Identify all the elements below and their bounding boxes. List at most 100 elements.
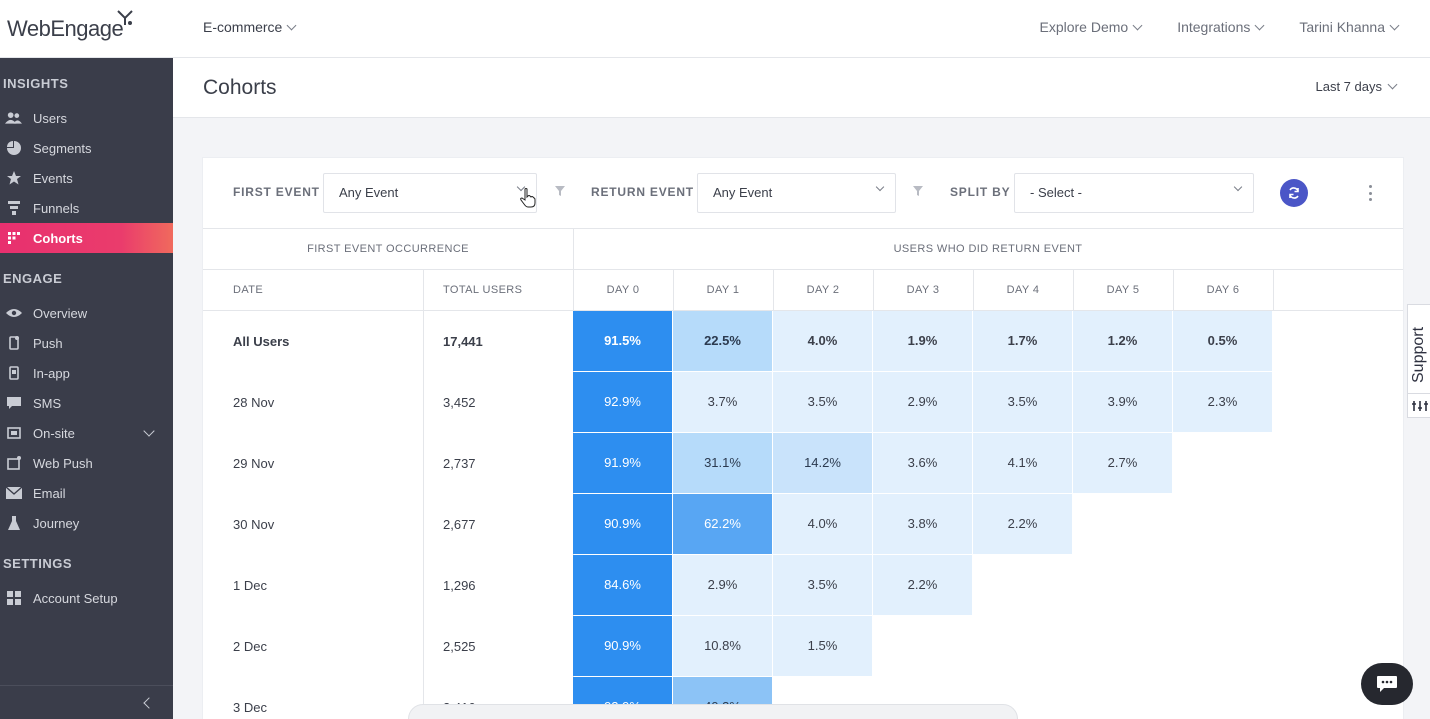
refresh-icon (1289, 187, 1299, 199)
sidebar-item-journey[interactable]: Journey (0, 508, 173, 538)
chevron-down-icon[interactable] (143, 425, 155, 437)
chevron-down-icon (1389, 20, 1400, 30)
table-row: 28 Nov 3,452 92.9% 3.7% 3.5% 2.9% 3.5% 3.9% 2.3% (203, 372, 1403, 433)
retention-cell-day-3[interactable]: 1.9% (873, 311, 972, 371)
retention-cell-day-1[interactable]: 10.8% (673, 616, 772, 676)
group-return-event: USERS WHO DID RETURN EVENT (893, 243, 1083, 255)
retention-cell-day-4[interactable]: 2.2% (973, 494, 1072, 554)
retention-cell-day-4[interactable]: 4.1% (973, 433, 1072, 493)
pie-icon (5, 141, 22, 155)
retention-cell-day-5[interactable]: 3.9% (1073, 372, 1172, 432)
sidebar-item-push[interactable]: Push (0, 328, 173, 358)
more-options-icon[interactable] (1369, 185, 1373, 201)
webengage-logo[interactable]: WebEngage (7, 10, 133, 42)
project-selector[interactable]: E-commerce (203, 19, 297, 35)
col-day-1: DAY 1 (706, 284, 740, 296)
filter-icon[interactable] (555, 186, 565, 196)
chat-button[interactable] (1361, 663, 1413, 705)
retention-cell-day-4[interactable]: 1.7% (973, 311, 1072, 371)
cohort-total-users: 17,441 (443, 334, 483, 349)
retention-cell-day-2[interactable]: 1.5% (773, 616, 872, 676)
sidebar-item-users[interactable]: Users (0, 103, 173, 133)
retention-cell-day-3[interactable]: 3.6% (873, 433, 972, 493)
support-tab[interactable]: Support (1407, 304, 1430, 418)
retention-cell-day-2[interactable]: 14.2% (773, 433, 872, 493)
funnel-icon (5, 201, 22, 215)
sidebar: INSIGHTS Users Segments Events Funnels C… (0, 58, 173, 719)
project-name: E-commerce (203, 19, 283, 35)
section-insights: INSIGHTS (3, 76, 69, 91)
retention-cell-day-0[interactable]: 90.9% (573, 616, 672, 676)
filter-icon[interactable] (913, 186, 923, 196)
refresh-button[interactable] (1280, 179, 1308, 207)
collapse-sidebar-icon[interactable] (143, 697, 155, 709)
sidebar-item-on-site[interactable]: On-site (0, 418, 173, 448)
integrations-menu[interactable]: Integrations (1177, 19, 1265, 35)
retention-cell-day-1[interactable]: 31.1% (673, 433, 772, 493)
user-menu[interactable]: Tarini Khanna (1299, 19, 1400, 35)
sidebar-item-overview[interactable]: Overview (0, 298, 173, 328)
col-date: DATE (233, 284, 264, 296)
explore-demo-menu[interactable]: Explore Demo (1040, 19, 1143, 35)
col-day-2: DAY 2 (806, 284, 840, 296)
retention-cell-day-0[interactable]: 90.9% (573, 494, 672, 554)
cohort-date: All Users (233, 334, 290, 349)
retention-cell-day-5[interactable]: 1.2% (1073, 311, 1172, 371)
retention-cell-day-6[interactable]: 0.5% (1173, 311, 1272, 371)
date-range-label: Last 7 days (1315, 79, 1383, 94)
cohort-date: 30 Nov (233, 517, 275, 532)
return-event-select[interactable]: Any Event (697, 173, 896, 213)
page-title: Cohorts (203, 76, 277, 99)
group-first-event: FIRST EVENT OCCURRENCE (307, 243, 469, 255)
retention-cell-day-4[interactable]: 3.5% (973, 372, 1072, 432)
retention-cell-day-2[interactable]: 4.0% (773, 494, 872, 554)
retention-cell-day-3[interactable]: 2.9% (873, 372, 972, 432)
logo-mark-icon (117, 10, 133, 25)
split-by-select[interactable]: - Select - (1014, 173, 1254, 213)
sidebar-item-in-app[interactable]: In-app (0, 358, 173, 388)
cohort-date: 28 Nov (233, 395, 275, 410)
sidebar-item-events[interactable]: Events (0, 163, 173, 193)
sidebar-item-funnels[interactable]: Funnels (0, 193, 173, 223)
retention-cell-day-2[interactable]: 4.0% (773, 311, 872, 371)
chat-icon (5, 396, 22, 410)
table-row: 30 Nov 2,677 90.9% 62.2% 4.0% 3.8% 2.2% (203, 494, 1403, 555)
retention-cell-day-1[interactable]: 3.7% (673, 372, 772, 432)
chevron-down-icon (286, 20, 297, 30)
cohort-total-users: 2,677 (443, 517, 476, 532)
retention-cell-day-1[interactable]: 2.9% (673, 555, 772, 615)
top-nav: Explore Demo Integrations Tarini Khanna (1040, 19, 1400, 35)
retention-cell-day-0[interactable]: 91.9% (573, 433, 672, 493)
sidebar-item-account-setup[interactable]: Account Setup (0, 583, 173, 613)
retention-cell-day-5[interactable]: 2.7% (1073, 433, 1172, 493)
cohort-total-users: 1,296 (443, 578, 476, 593)
sidebar-item-email[interactable]: Email (0, 478, 173, 508)
sidebar-item-segments[interactable]: Segments (0, 133, 173, 163)
col-day-5: DAY 5 (1106, 284, 1140, 296)
retention-cell-day-1[interactable]: 62.2% (673, 494, 772, 554)
return-event-label: RETURN EVENT (591, 185, 694, 199)
flask-icon (5, 516, 22, 530)
retention-cell-day-2[interactable]: 3.5% (773, 372, 872, 432)
retention-cell-day-0[interactable]: 91.5% (573, 311, 672, 371)
cohort-date: 3 Dec (233, 700, 267, 715)
first-event-select[interactable]: Any Event (323, 173, 537, 213)
retention-cell-day-0[interactable]: 92.9% (573, 372, 672, 432)
phone-icon (5, 366, 22, 380)
col-day-3: DAY 3 (906, 284, 940, 296)
first-event-label: FIRST EVENT (233, 185, 320, 199)
table-row: 2 Dec 2,525 90.9% 10.8% 1.5% (203, 616, 1403, 677)
retention-cell-day-6[interactable]: 2.3% (1173, 372, 1272, 432)
sidebar-item-cohorts[interactable]: Cohorts (0, 223, 173, 253)
cohort-card: FIRST EVENT Any Event RETURN EVENT Any E… (203, 158, 1403, 719)
retention-cell-day-1[interactable]: 22.5% (673, 311, 772, 371)
retention-cell-day-2[interactable]: 3.5% (773, 555, 872, 615)
col-day-6: DAY 6 (1206, 284, 1240, 296)
retention-cell-day-3[interactable]: 2.2% (873, 555, 972, 615)
retention-cell-day-0[interactable]: 84.6% (573, 555, 672, 615)
retention-cell-day-3[interactable]: 3.8% (873, 494, 972, 554)
date-range-selector[interactable]: Last 7 days (1315, 79, 1398, 94)
sidebar-item-sms[interactable]: SMS (0, 388, 173, 418)
sidebar-item-web-push[interactable]: Web Push (0, 448, 173, 478)
sliders-icon[interactable] (1411, 399, 1429, 413)
